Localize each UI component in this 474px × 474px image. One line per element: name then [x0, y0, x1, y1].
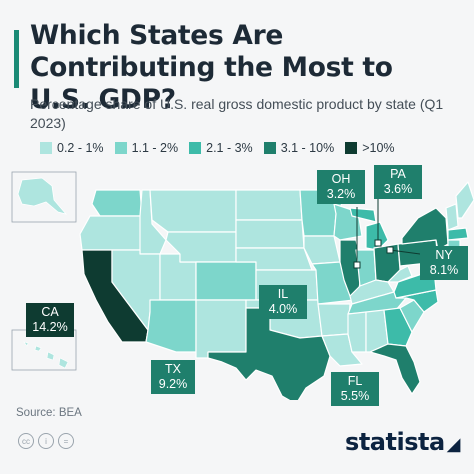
state-SD — [235, 219, 305, 249]
pa-marker — [374, 239, 382, 247]
state-MA — [447, 227, 469, 241]
callout-tx: TX 9.2% — [151, 360, 195, 394]
state-AR — [317, 303, 351, 337]
ny-marker — [386, 246, 394, 254]
callout-ca: CA 14.2% — [26, 303, 74, 337]
oh-marker — [353, 261, 361, 269]
state-GA — [383, 307, 413, 347]
callout-fl-share: 5.5% — [340, 389, 370, 403]
chart-subtitle: Percentage share of U.S. real gross dome… — [30, 96, 444, 131]
state-ME — [455, 181, 474, 219]
legend-label: 2.1 - 3% — [206, 141, 253, 155]
state-HI — [23, 341, 69, 369]
callout-il-share: 4.0% — [268, 302, 298, 316]
callout-oh: OH 3.2% — [317, 170, 365, 204]
state-WA — [91, 189, 143, 217]
nd-icon[interactable]: = — [58, 433, 74, 449]
callout-ca-state: CA — [41, 305, 59, 319]
ny-pointer-line — [389, 249, 421, 255]
callout-pa-state: PA — [390, 167, 406, 181]
source-note: Source: BEA — [16, 407, 82, 419]
callout-pa: PA 3.6% — [374, 165, 422, 199]
callout-tx-state: TX — [165, 362, 181, 376]
state-CO — [195, 261, 257, 301]
by-icon[interactable]: i — [38, 433, 54, 449]
legend-swatch — [40, 142, 52, 154]
legend-label: 1.1 - 2% — [131, 141, 179, 155]
state-MT — [149, 189, 237, 233]
state-WV — [387, 265, 413, 283]
legend-swatch — [345, 142, 358, 154]
callout-oh-share: 3.2% — [326, 187, 356, 201]
state-AK — [17, 177, 68, 215]
callout-oh-state: OH — [331, 172, 351, 186]
legend-item: 3.1 - 10% — [263, 141, 335, 155]
title-accent-bar — [14, 30, 19, 88]
brand-mark-icon: ◢ — [446, 434, 461, 455]
legend-item: >10% — [345, 141, 395, 155]
chart-title: Which States Are Contributing the Most t… — [30, 20, 393, 115]
us-map — [11, 171, 474, 400]
callout-ny-share: 8.1% — [429, 263, 459, 277]
legend: 0.2 - 1% 1.1 - 2% 2.1 - 3% 3.1 - 10% >10… — [40, 140, 406, 156]
cc-icon[interactable]: cc — [18, 433, 34, 449]
legend-item: 2.1 - 3% — [189, 141, 253, 155]
state-AZ — [145, 299, 197, 353]
legend-item: 1.1 - 2% — [114, 141, 179, 155]
callout-fl: FL 5.5% — [331, 372, 379, 406]
brand-wordmark: statista — [345, 428, 445, 456]
callout-ca-share: 14.2% — [32, 320, 68, 334]
legend-label: >10% — [362, 141, 395, 155]
callout-ny-state: NY — [435, 248, 453, 262]
callout-tx-share: 9.2% — [158, 377, 188, 391]
callout-ny: NY 8.1% — [420, 246, 468, 280]
callout-pointers — [356, 198, 421, 262]
state-MS — [347, 311, 367, 353]
state-ND — [235, 189, 303, 221]
legend-swatch — [189, 142, 202, 154]
callout-il-state: IL — [277, 287, 289, 301]
license-icons[interactable]: cc i = — [18, 433, 74, 449]
alaska-inset-frame — [11, 171, 77, 223]
legend-label: 3.1 - 10% — [280, 141, 335, 155]
state-VT-NH — [445, 203, 459, 231]
state-FL — [369, 343, 421, 395]
state-NM — [195, 299, 247, 359]
callout-il: IL 4.0% — [259, 285, 307, 319]
legend-item: 0.2 - 1% — [40, 141, 104, 155]
state-IA — [303, 235, 341, 265]
state-TX — [207, 307, 331, 400]
legend-label: 0.2 - 1% — [57, 141, 104, 155]
state-OR — [79, 215, 143, 251]
statista-logo[interactable]: statista ◢ — [345, 428, 460, 456]
callout-pa-share: 3.6% — [383, 182, 413, 196]
legend-swatch — [263, 142, 276, 154]
legend-swatch — [114, 142, 127, 154]
callout-fl-state: FL — [347, 374, 363, 388]
